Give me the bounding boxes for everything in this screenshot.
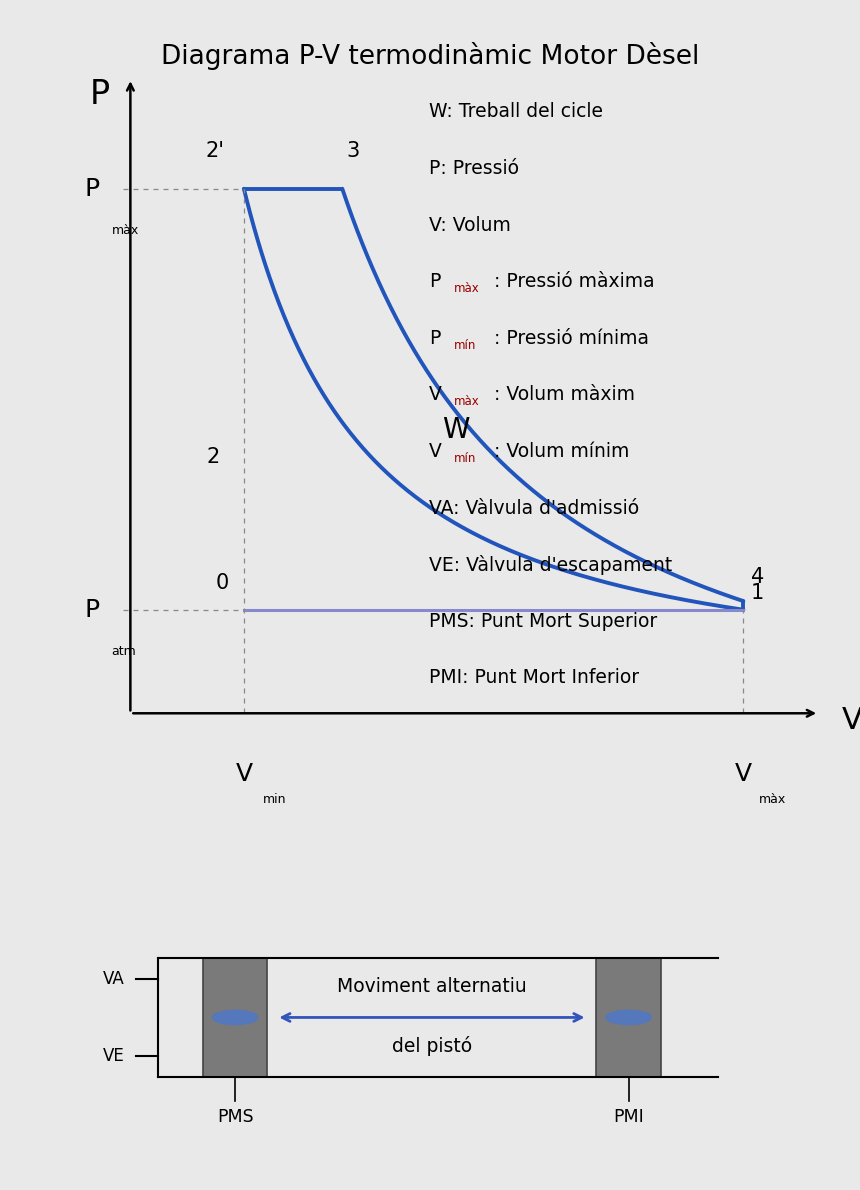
Text: : Pressió màxima: : Pressió màxima bbox=[494, 273, 654, 292]
Text: Moviment alternatiu: Moviment alternatiu bbox=[337, 977, 527, 996]
Text: màx: màx bbox=[112, 224, 138, 237]
Text: 2: 2 bbox=[207, 447, 220, 468]
Text: PMS: Punt Mort Superior: PMS: Punt Mort Superior bbox=[429, 612, 658, 631]
Text: màx: màx bbox=[453, 395, 479, 408]
Text: V: V bbox=[429, 441, 442, 461]
Text: P: P bbox=[429, 273, 440, 292]
Text: atm: atm bbox=[112, 645, 136, 658]
Text: PMS: PMS bbox=[217, 1108, 254, 1126]
Text: P: P bbox=[90, 79, 110, 112]
Text: 2': 2' bbox=[206, 142, 225, 161]
Text: 0: 0 bbox=[216, 572, 229, 593]
Text: del pistó: del pistó bbox=[392, 1036, 472, 1057]
Text: V: V bbox=[236, 762, 253, 785]
Text: W: Treball del cicle: W: Treball del cicle bbox=[429, 102, 604, 121]
Text: : Volum màxim: : Volum màxim bbox=[494, 386, 635, 405]
Text: VE: Vàlvula d'escapament: VE: Vàlvula d'escapament bbox=[429, 556, 673, 575]
Text: : Pressió mínima: : Pressió mínima bbox=[494, 328, 648, 347]
Text: VE: VE bbox=[103, 1046, 125, 1065]
Text: P: P bbox=[429, 328, 440, 347]
Text: V: V bbox=[429, 386, 442, 405]
Text: W: W bbox=[442, 416, 470, 444]
Text: màx: màx bbox=[759, 793, 786, 806]
Text: 3: 3 bbox=[346, 142, 359, 161]
Text: V: V bbox=[734, 762, 752, 785]
Text: min: min bbox=[263, 793, 286, 806]
Text: P: Pressió: P: Pressió bbox=[429, 159, 519, 178]
Text: PMI: Punt Mort Inferior: PMI: Punt Mort Inferior bbox=[429, 669, 640, 688]
Bar bbox=[203, 958, 267, 1077]
Text: mín: mín bbox=[453, 338, 476, 351]
Text: 1: 1 bbox=[751, 583, 765, 603]
Text: Diagrama P-V termodinàmic Motor Dèsel: Diagrama P-V termodinàmic Motor Dèsel bbox=[161, 42, 699, 70]
Text: : Volum mínim: : Volum mínim bbox=[494, 441, 629, 461]
Text: P: P bbox=[85, 177, 100, 201]
Circle shape bbox=[606, 1010, 651, 1025]
Text: 4: 4 bbox=[751, 568, 765, 588]
Text: PMI: PMI bbox=[613, 1108, 644, 1126]
Text: P: P bbox=[85, 597, 100, 621]
Text: màx: màx bbox=[453, 282, 479, 295]
Text: V: V bbox=[842, 706, 860, 734]
Text: VA: Vàlvula d'admissió: VA: Vàlvula d'admissió bbox=[429, 499, 640, 518]
Bar bbox=[597, 958, 660, 1077]
Circle shape bbox=[212, 1010, 258, 1025]
Text: mín: mín bbox=[453, 452, 476, 465]
Text: V: Volum: V: Volum bbox=[429, 215, 511, 234]
Text: VA: VA bbox=[103, 970, 125, 989]
